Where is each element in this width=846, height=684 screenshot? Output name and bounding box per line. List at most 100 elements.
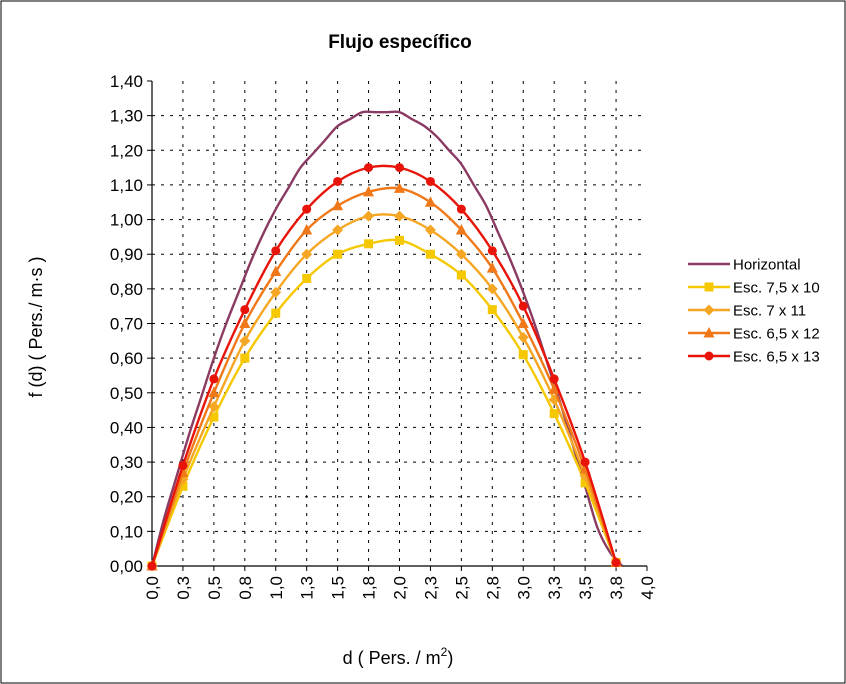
data-point xyxy=(487,305,497,315)
y-tick-label: 1,10 xyxy=(110,176,143,195)
y-tick-label: 1,20 xyxy=(110,141,143,160)
series-line xyxy=(150,213,618,567)
x-tick-label: 2,5 xyxy=(452,576,471,600)
data-point xyxy=(239,335,251,347)
legend-label: Esc. 7,5 x 10 xyxy=(733,280,820,297)
data-point xyxy=(580,478,590,488)
data-point xyxy=(425,249,435,259)
legend-entry: Esc. 7,5 x 10 xyxy=(688,280,820,297)
series-line xyxy=(150,164,618,567)
data-point xyxy=(302,204,312,214)
legend-marker xyxy=(704,282,714,292)
legend-label: Horizontal xyxy=(733,257,801,274)
y-tick-label: 0,40 xyxy=(110,418,143,437)
data-point xyxy=(333,249,343,259)
y-tick-label: 0,00 xyxy=(110,557,143,576)
x-axis-title-sup: 2 xyxy=(441,645,448,659)
data-point xyxy=(548,383,560,394)
legend-entry: Esc. 6,5 x 12 xyxy=(688,326,820,343)
data-point xyxy=(487,246,497,256)
y-tick-label: 0,90 xyxy=(110,245,143,264)
legend-label: Esc. 7 x 11 xyxy=(733,303,806,320)
series-line xyxy=(150,238,618,567)
y-tick-label: 0,70 xyxy=(110,315,143,334)
series-line xyxy=(150,186,618,567)
data-point xyxy=(517,331,529,343)
x-tick-label: 3,3 xyxy=(545,576,564,600)
data-point xyxy=(486,283,498,295)
data-point xyxy=(580,457,590,467)
data-point xyxy=(240,353,250,363)
legend-marker xyxy=(704,351,714,361)
legend-label: Esc. 6,5 x 13 xyxy=(733,349,820,366)
data-point xyxy=(425,176,435,186)
legend-entry: Horizontal xyxy=(688,257,801,274)
data-point xyxy=(394,182,405,193)
x-tick-label: 0,3 xyxy=(174,576,193,600)
x-tick-label: 3,0 xyxy=(514,576,533,600)
x-tick-label: 4,0 xyxy=(638,576,657,600)
x-tick-label: 0,0 xyxy=(143,576,162,600)
y-tick-label: 1,30 xyxy=(110,107,143,126)
data-point xyxy=(302,273,312,283)
data-point xyxy=(332,224,344,236)
x-axis-title-end: ) xyxy=(447,648,453,668)
legend-entry: Esc. 6,5 x 13 xyxy=(688,349,820,366)
data-point xyxy=(332,199,344,211)
legend-entry: Esc. 7 x 11 xyxy=(688,303,806,320)
data-point xyxy=(301,223,313,235)
data-point xyxy=(270,265,282,277)
x-tick-label: 0,8 xyxy=(236,576,255,600)
data-point xyxy=(178,461,188,471)
x-tick-label: 1,8 xyxy=(360,576,379,600)
data-point xyxy=(147,561,157,571)
data-point xyxy=(363,185,375,197)
data-point xyxy=(456,204,466,214)
data-point xyxy=(517,317,529,328)
data-point xyxy=(240,305,250,315)
series-layer xyxy=(146,110,624,572)
data-point xyxy=(270,286,282,298)
data-point xyxy=(333,176,343,186)
y-tick-label: 1,00 xyxy=(110,211,143,230)
y-tick-label: 0,10 xyxy=(110,522,143,541)
plot-area xyxy=(151,81,647,567)
data-point xyxy=(271,246,281,256)
data-point xyxy=(395,235,404,245)
axis-ticks: 0,00 0,10 0,20 0,30 0,40 0,50 0,60 0,70 0,80 0,90… xyxy=(110,72,657,600)
data-point xyxy=(239,317,251,328)
data-point xyxy=(549,409,559,419)
data-point xyxy=(208,386,220,398)
data-point xyxy=(518,350,528,360)
legend-label: Esc. 6,5 x 12 xyxy=(733,326,820,343)
data-point xyxy=(486,262,498,273)
data-point xyxy=(178,481,188,491)
data-point xyxy=(301,248,313,260)
x-axis-title-main: d ( Pers. / m xyxy=(343,648,441,668)
data-point xyxy=(424,196,436,207)
x-tick-label: 3,8 xyxy=(607,576,626,600)
data-point xyxy=(395,163,404,173)
data-point xyxy=(209,374,219,384)
series-4 xyxy=(147,163,621,571)
chart-title: Flujo específico xyxy=(328,32,472,53)
data-point xyxy=(611,558,621,568)
data-point xyxy=(549,374,559,384)
legend-marker xyxy=(703,304,715,316)
data-point xyxy=(364,239,374,249)
data-point xyxy=(271,308,281,318)
data-point xyxy=(208,401,220,413)
y-tick-label: 0,60 xyxy=(110,349,143,368)
data-point xyxy=(209,412,219,422)
y-tick-label: 0,50 xyxy=(110,384,143,403)
data-point xyxy=(363,210,375,222)
y-tick-label: 0,20 xyxy=(110,488,143,507)
data-point xyxy=(394,210,405,222)
data-point xyxy=(518,301,528,311)
data-point xyxy=(455,248,467,260)
y-tick-label: 0,30 xyxy=(110,453,143,472)
y-tick-label: 1,40 xyxy=(110,72,143,91)
x-tick-label: 2,3 xyxy=(421,576,440,600)
